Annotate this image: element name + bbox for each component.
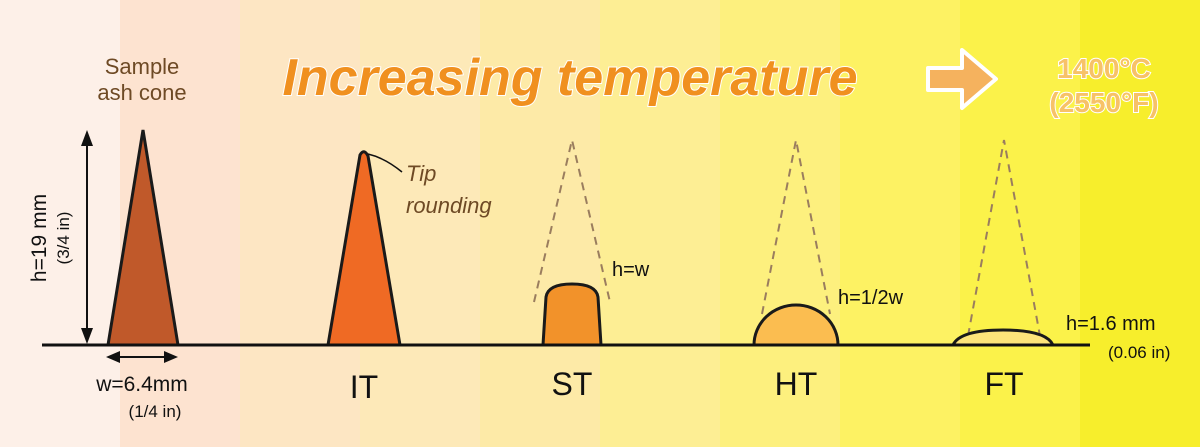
height-label: h=19 mm (28, 194, 51, 282)
right-arrow-icon (926, 48, 998, 110)
height-label-inches: (3/4 in) (54, 212, 73, 265)
increasing-temperature-headline: Increasing temperature (282, 49, 857, 107)
ht-ratio-label: h=1/2w (838, 287, 904, 309)
width-label-inches: (1/4 in) (129, 402, 182, 421)
background-band (600, 0, 721, 447)
st-shape (541, 282, 603, 347)
ht-shape (752, 303, 840, 347)
max-temperature-fahrenheit: (2550°F) (1049, 87, 1158, 118)
stage-label-it: IT (350, 369, 378, 405)
tip-rounding-label-line2: rounding (406, 193, 492, 218)
stage-label-ht: HT (775, 366, 818, 402)
it-cone (326, 150, 402, 347)
background-band (1080, 0, 1200, 447)
sample-label-line2: ash cone (97, 80, 186, 105)
width-dimension-arrow (106, 351, 178, 363)
sample-label-line1: Sample (105, 54, 180, 79)
background-band (480, 0, 601, 447)
stage-label-ft: FT (984, 366, 1023, 402)
tip-leader-line (367, 153, 403, 173)
ht-original-outline (761, 139, 831, 315)
tip-rounding-label-line1: Tip (406, 161, 436, 186)
stage-label-st: ST (552, 366, 593, 402)
max-temperature-celsius: 1400°C (1057, 53, 1151, 84)
height-dimension-arrow (81, 130, 93, 344)
width-label: w=6.4mm (95, 373, 188, 396)
ft-original-outline (967, 139, 1041, 337)
ft-shape (950, 328, 1056, 347)
original-cone-outlines (533, 139, 1041, 337)
ft-height-label: h=1.6 mm (1066, 313, 1155, 335)
ft-height-label-inches: (0.06 in) (1108, 343, 1170, 362)
background-band (240, 0, 361, 447)
background-band (720, 0, 841, 447)
st-ratio-label: h=w (612, 259, 650, 281)
background-band (0, 0, 121, 447)
